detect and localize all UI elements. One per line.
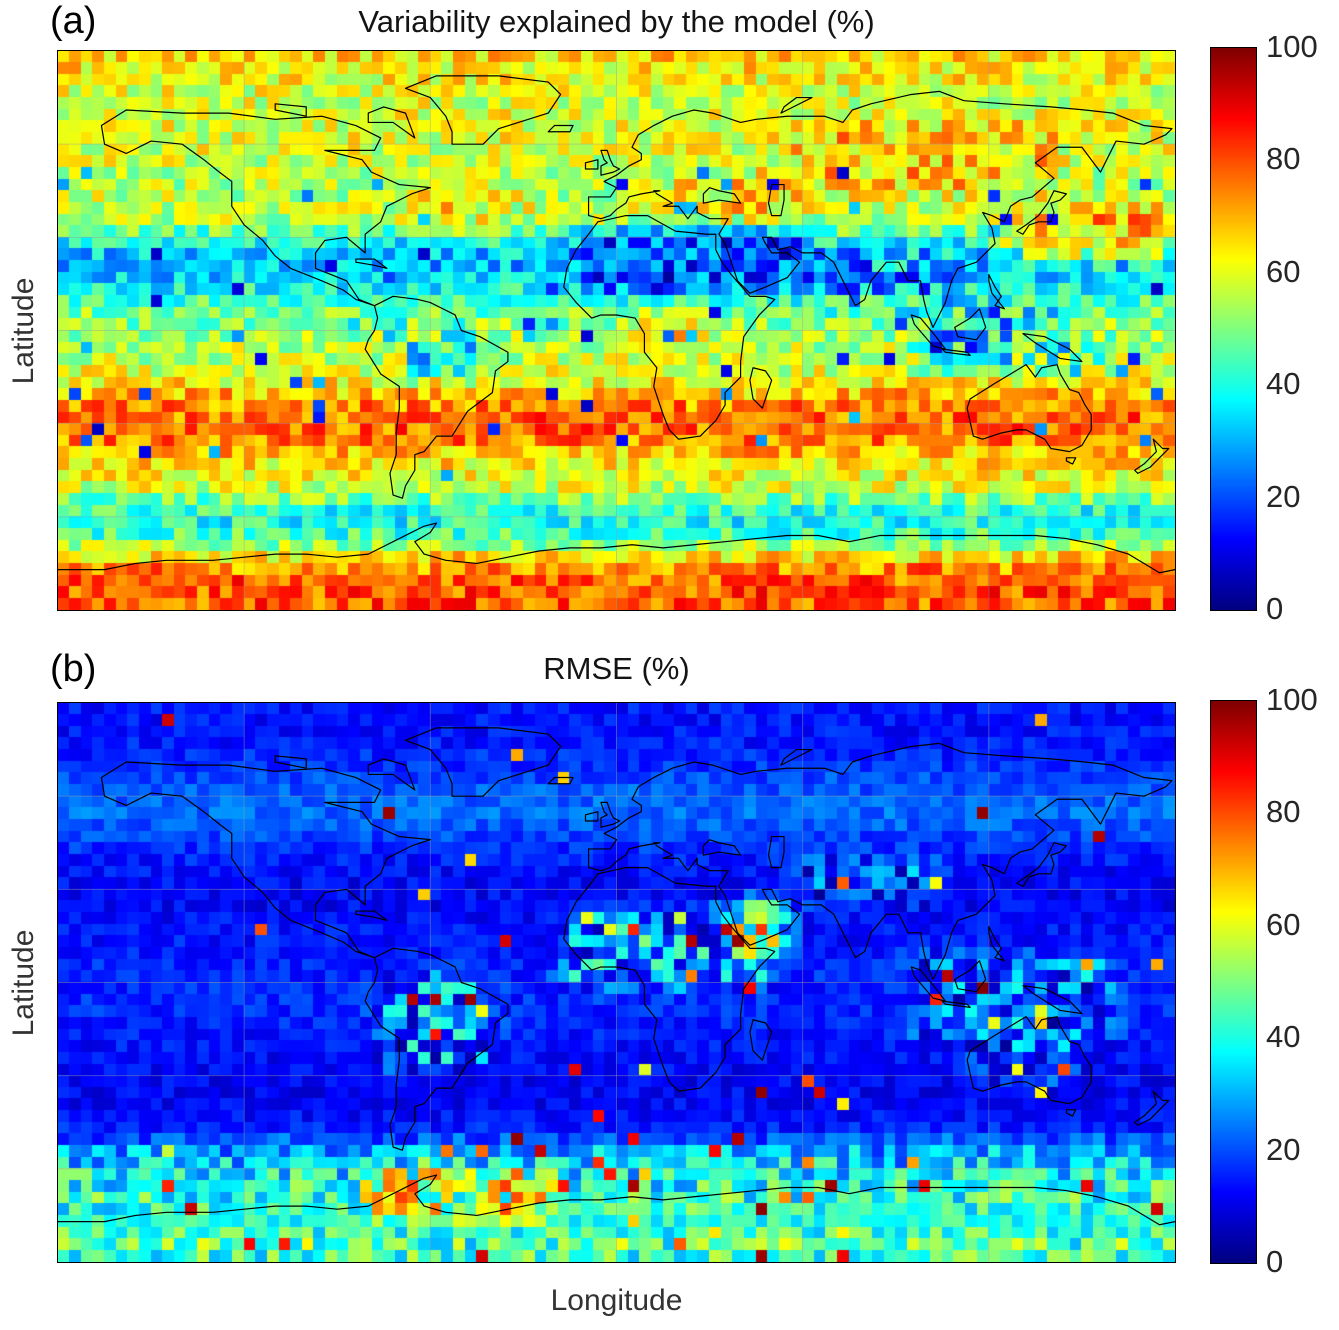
coastline-path <box>955 309 986 340</box>
coastline-path <box>989 275 1005 309</box>
coastline-path <box>58 1175 1175 1225</box>
colorbar-tick-label: 100 <box>1266 29 1318 64</box>
colorbar-tick-label: 60 <box>1266 906 1301 942</box>
coastline-path <box>101 110 430 306</box>
coastline-path <box>1066 1110 1075 1116</box>
coastline-path <box>942 1001 970 1007</box>
coastline-path <box>1023 334 1082 362</box>
colorbar-tick-label: 60 <box>1266 253 1301 289</box>
coastline-path <box>769 185 785 216</box>
panel-a-label: (a) <box>50 0 97 42</box>
x-axis-label: Longitude <box>550 1284 683 1317</box>
coastline-path <box>1066 458 1075 464</box>
coastline-path <box>967 365 1091 452</box>
colorbar-gradient-b <box>1211 701 1256 1263</box>
coastline-path <box>406 728 561 796</box>
coastline-path <box>356 911 387 920</box>
coastline-path <box>1017 843 1067 886</box>
colorbar-tick-label: 0 <box>1266 591 1284 626</box>
coastline-path <box>955 961 986 992</box>
colorbar-a <box>1210 47 1257 611</box>
coastline-path <box>548 778 573 784</box>
coastline-path <box>589 91 1172 327</box>
coastline-path <box>365 296 508 498</box>
coastline-path <box>275 104 306 116</box>
coastline-path <box>58 523 1175 573</box>
heatmap-canvas-a <box>58 51 1175 610</box>
coastline-overlay-a <box>58 51 1175 610</box>
colorbar-ticks-b: 0 20 40 60 80 100 <box>1266 683 1339 1279</box>
colorbar-tick-label: 100 <box>1266 682 1318 717</box>
coastline-path <box>703 188 740 204</box>
colorbar-tick-label: 40 <box>1266 366 1301 402</box>
coastline-path <box>989 927 1005 961</box>
coastline-path <box>750 1020 772 1060</box>
coastline-path <box>101 762 430 958</box>
coastline-path <box>585 812 597 821</box>
colorbar-tick-label: 0 <box>1266 1244 1284 1279</box>
coastline-path <box>703 840 740 856</box>
colorbar-tick-label: 40 <box>1266 1019 1301 1055</box>
panel-b-label: (b) <box>50 648 97 690</box>
panel-a-map <box>57 50 1176 611</box>
coastline-path <box>548 126 573 132</box>
coastline-path <box>601 150 620 175</box>
coastline-path <box>911 967 945 1001</box>
coastline-path <box>564 868 775 1092</box>
coastline-overlay-b <box>58 703 1175 1262</box>
coastline-path <box>564 216 775 440</box>
coastline-path <box>585 160 597 169</box>
coastline-path <box>368 107 415 138</box>
coastline-path <box>601 802 620 827</box>
coastline-path <box>275 756 306 768</box>
panel-a-ylabel: Latitude <box>7 277 40 385</box>
coastline-path <box>1023 986 1082 1014</box>
coastline-path <box>406 76 561 144</box>
colorbar-gradient-a <box>1211 48 1256 610</box>
panel-b-ylabel: Latitude <box>7 929 40 1037</box>
coastline-path <box>1135 1091 1169 1125</box>
colorbar-tick-label: 20 <box>1266 1131 1301 1167</box>
coastline-path <box>1017 191 1067 234</box>
coastline-path <box>781 98 812 114</box>
colorbar-ticks-a: 0 20 40 60 80 100 <box>1266 30 1339 626</box>
coastline-path <box>356 259 387 268</box>
coastline-path <box>750 368 772 408</box>
colorbar-tick-label: 80 <box>1266 141 1301 177</box>
coastline-path <box>769 837 785 868</box>
colorbar-b <box>1210 700 1257 1264</box>
panel-b-title: RMSE (%) <box>543 651 690 686</box>
heatmap-canvas-b <box>58 703 1175 1262</box>
coastline-path <box>368 759 415 790</box>
colorbar-tick-label: 80 <box>1266 794 1301 830</box>
coastline-path <box>1135 439 1169 473</box>
coastline-path <box>365 948 508 1150</box>
coastline-path <box>781 750 812 766</box>
coastline-path <box>911 315 945 349</box>
panel-a-title: Variability explained by the model (%) <box>358 4 875 39</box>
colorbar-tick-label: 20 <box>1266 478 1301 514</box>
coastline-path <box>967 1017 1091 1104</box>
coastline-path <box>589 743 1172 979</box>
panel-b-map <box>57 702 1176 1263</box>
coastline-path <box>942 349 970 355</box>
